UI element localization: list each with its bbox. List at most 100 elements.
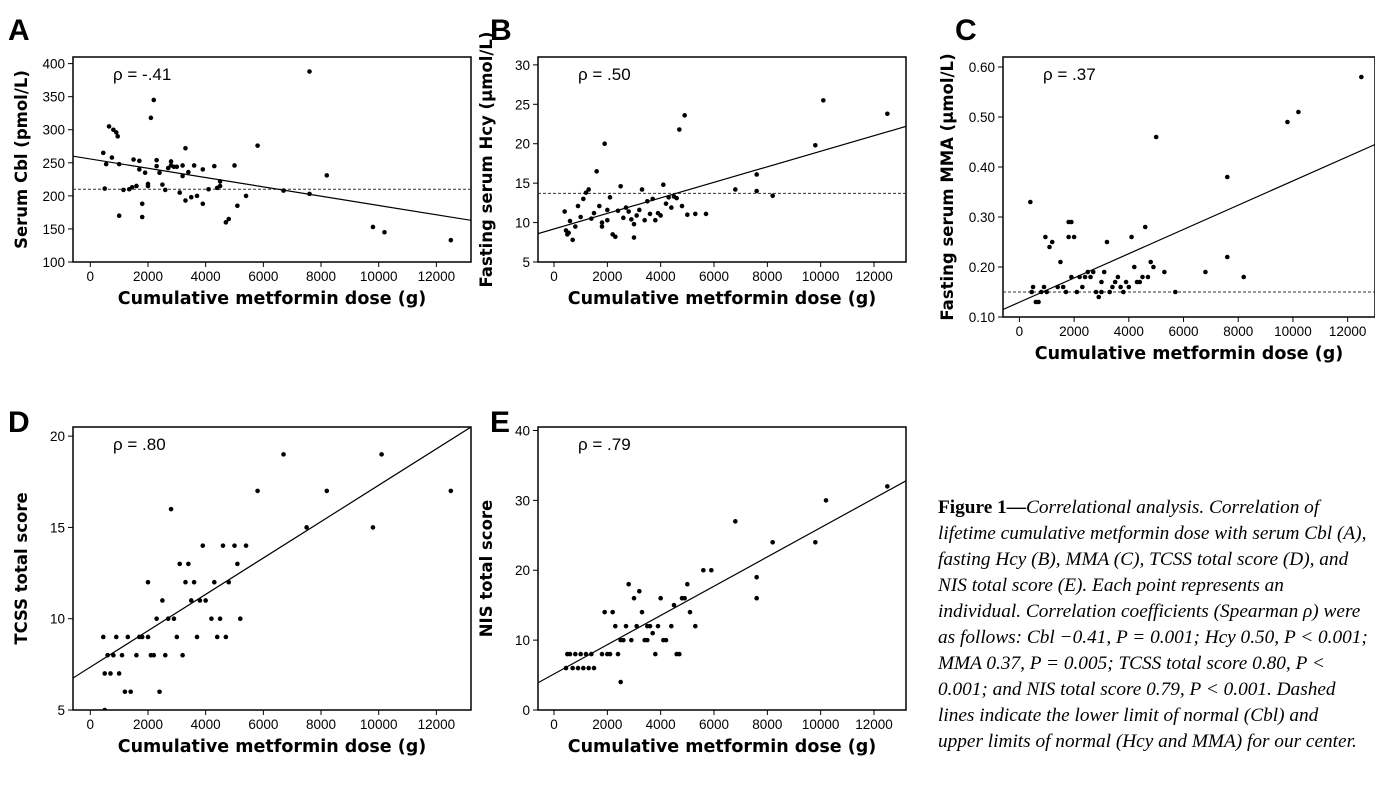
data-point [116,671,122,676]
data-point [607,651,613,657]
y-tick-label: 30 [515,58,530,73]
data-point [1137,279,1143,285]
y-tick-label: 100 [42,255,65,270]
data-point [578,651,583,657]
data-point [821,98,826,103]
data-point [137,167,142,172]
data-point [232,543,237,548]
data-point [108,671,113,676]
data-point [658,213,663,218]
y-tick-label: 25 [515,97,530,112]
data-point [102,707,108,710]
data-point [575,203,581,209]
data-point [243,193,249,199]
data-point [642,217,647,223]
data-point [1060,284,1066,290]
data-point [1285,119,1290,125]
data-point [235,561,240,567]
data-point [1107,289,1112,295]
panel-letter: B [490,14,512,47]
data-point [605,217,610,223]
data-point [151,652,157,658]
data-point [165,616,171,622]
x-axis-label: Cumulative metformin dose (g) [1035,344,1344,364]
data-point [674,195,679,201]
data-point [160,598,165,603]
data-point [645,198,650,204]
data-point [188,598,194,603]
x-tick-label: 6000 [248,717,278,732]
data-point [658,595,663,601]
panel-b: B 0 2000 4000 6000 8000 10000 12000 5 10 15 20 25 30 C… [477,14,907,309]
data-point [100,150,106,156]
plot-frame [537,426,907,711]
data-point [1099,279,1104,285]
data-point [1131,264,1137,270]
data-point [669,205,674,210]
data-point [663,201,669,206]
data-point [594,169,599,174]
data-point [637,207,642,213]
panel-a: A 0 2000 4000 6000 8000 10000 12000 100 150 200 250… [8,14,472,309]
x-tick-label: 6000 [248,269,278,284]
data-point [621,637,626,643]
x-tick-label: 4000 [646,269,676,284]
data-point [573,224,578,229]
data-point [115,134,121,139]
data-point [281,188,286,193]
data-point [618,679,623,685]
data-point [168,506,174,512]
data-point [685,212,690,217]
data-point [1069,274,1074,280]
data-point [1080,284,1085,290]
x-tick-label: 12000 [855,269,893,284]
data-point [243,543,249,548]
x-tick-label: 0 [550,717,558,732]
data-point [634,623,639,629]
y-axis-label: Fasting serum MMA (μmol/L) [938,53,957,320]
regression-line [538,480,906,684]
x-tick-label: 6000 [699,717,729,732]
data-point [214,634,220,640]
data-point [122,689,128,695]
x-tick-label: 0 [550,269,558,284]
data-point [194,193,200,199]
data-point [586,187,591,192]
data-point [197,598,203,603]
data-point [157,689,162,695]
x-tick-label: 10000 [360,269,398,284]
data-point [1077,274,1082,280]
data-point [134,652,139,658]
data-point [102,186,108,191]
data-point [639,609,645,615]
data-point [634,213,639,218]
y-tick-label: 20 [515,137,530,152]
data-point [1043,234,1048,240]
y-tick-label: 300 [42,123,65,138]
data-point [607,195,613,200]
panel-letter: A [8,14,30,47]
data-point [168,159,174,164]
data-point [1203,269,1208,275]
data-point [183,579,188,585]
data-point [647,211,653,217]
x-tick-label: 2000 [592,717,622,732]
data-point [145,579,151,585]
data-point [567,218,573,224]
data-point [677,651,682,657]
data-point [583,190,589,195]
data-point [602,609,607,615]
data-point [813,539,818,545]
panel-letter: E [490,406,510,439]
y-tick-label: 20 [50,429,65,444]
data-point [1121,289,1126,295]
x-tick-label: 10000 [802,269,840,284]
data-point [754,188,759,194]
plot-frame [72,56,472,263]
data-point [139,201,145,207]
data-point [570,665,575,671]
y-tick-label: 150 [42,222,65,237]
data-point [754,574,759,580]
data-point [602,141,607,147]
correlation-annotation: ρ = .79 [578,435,631,454]
